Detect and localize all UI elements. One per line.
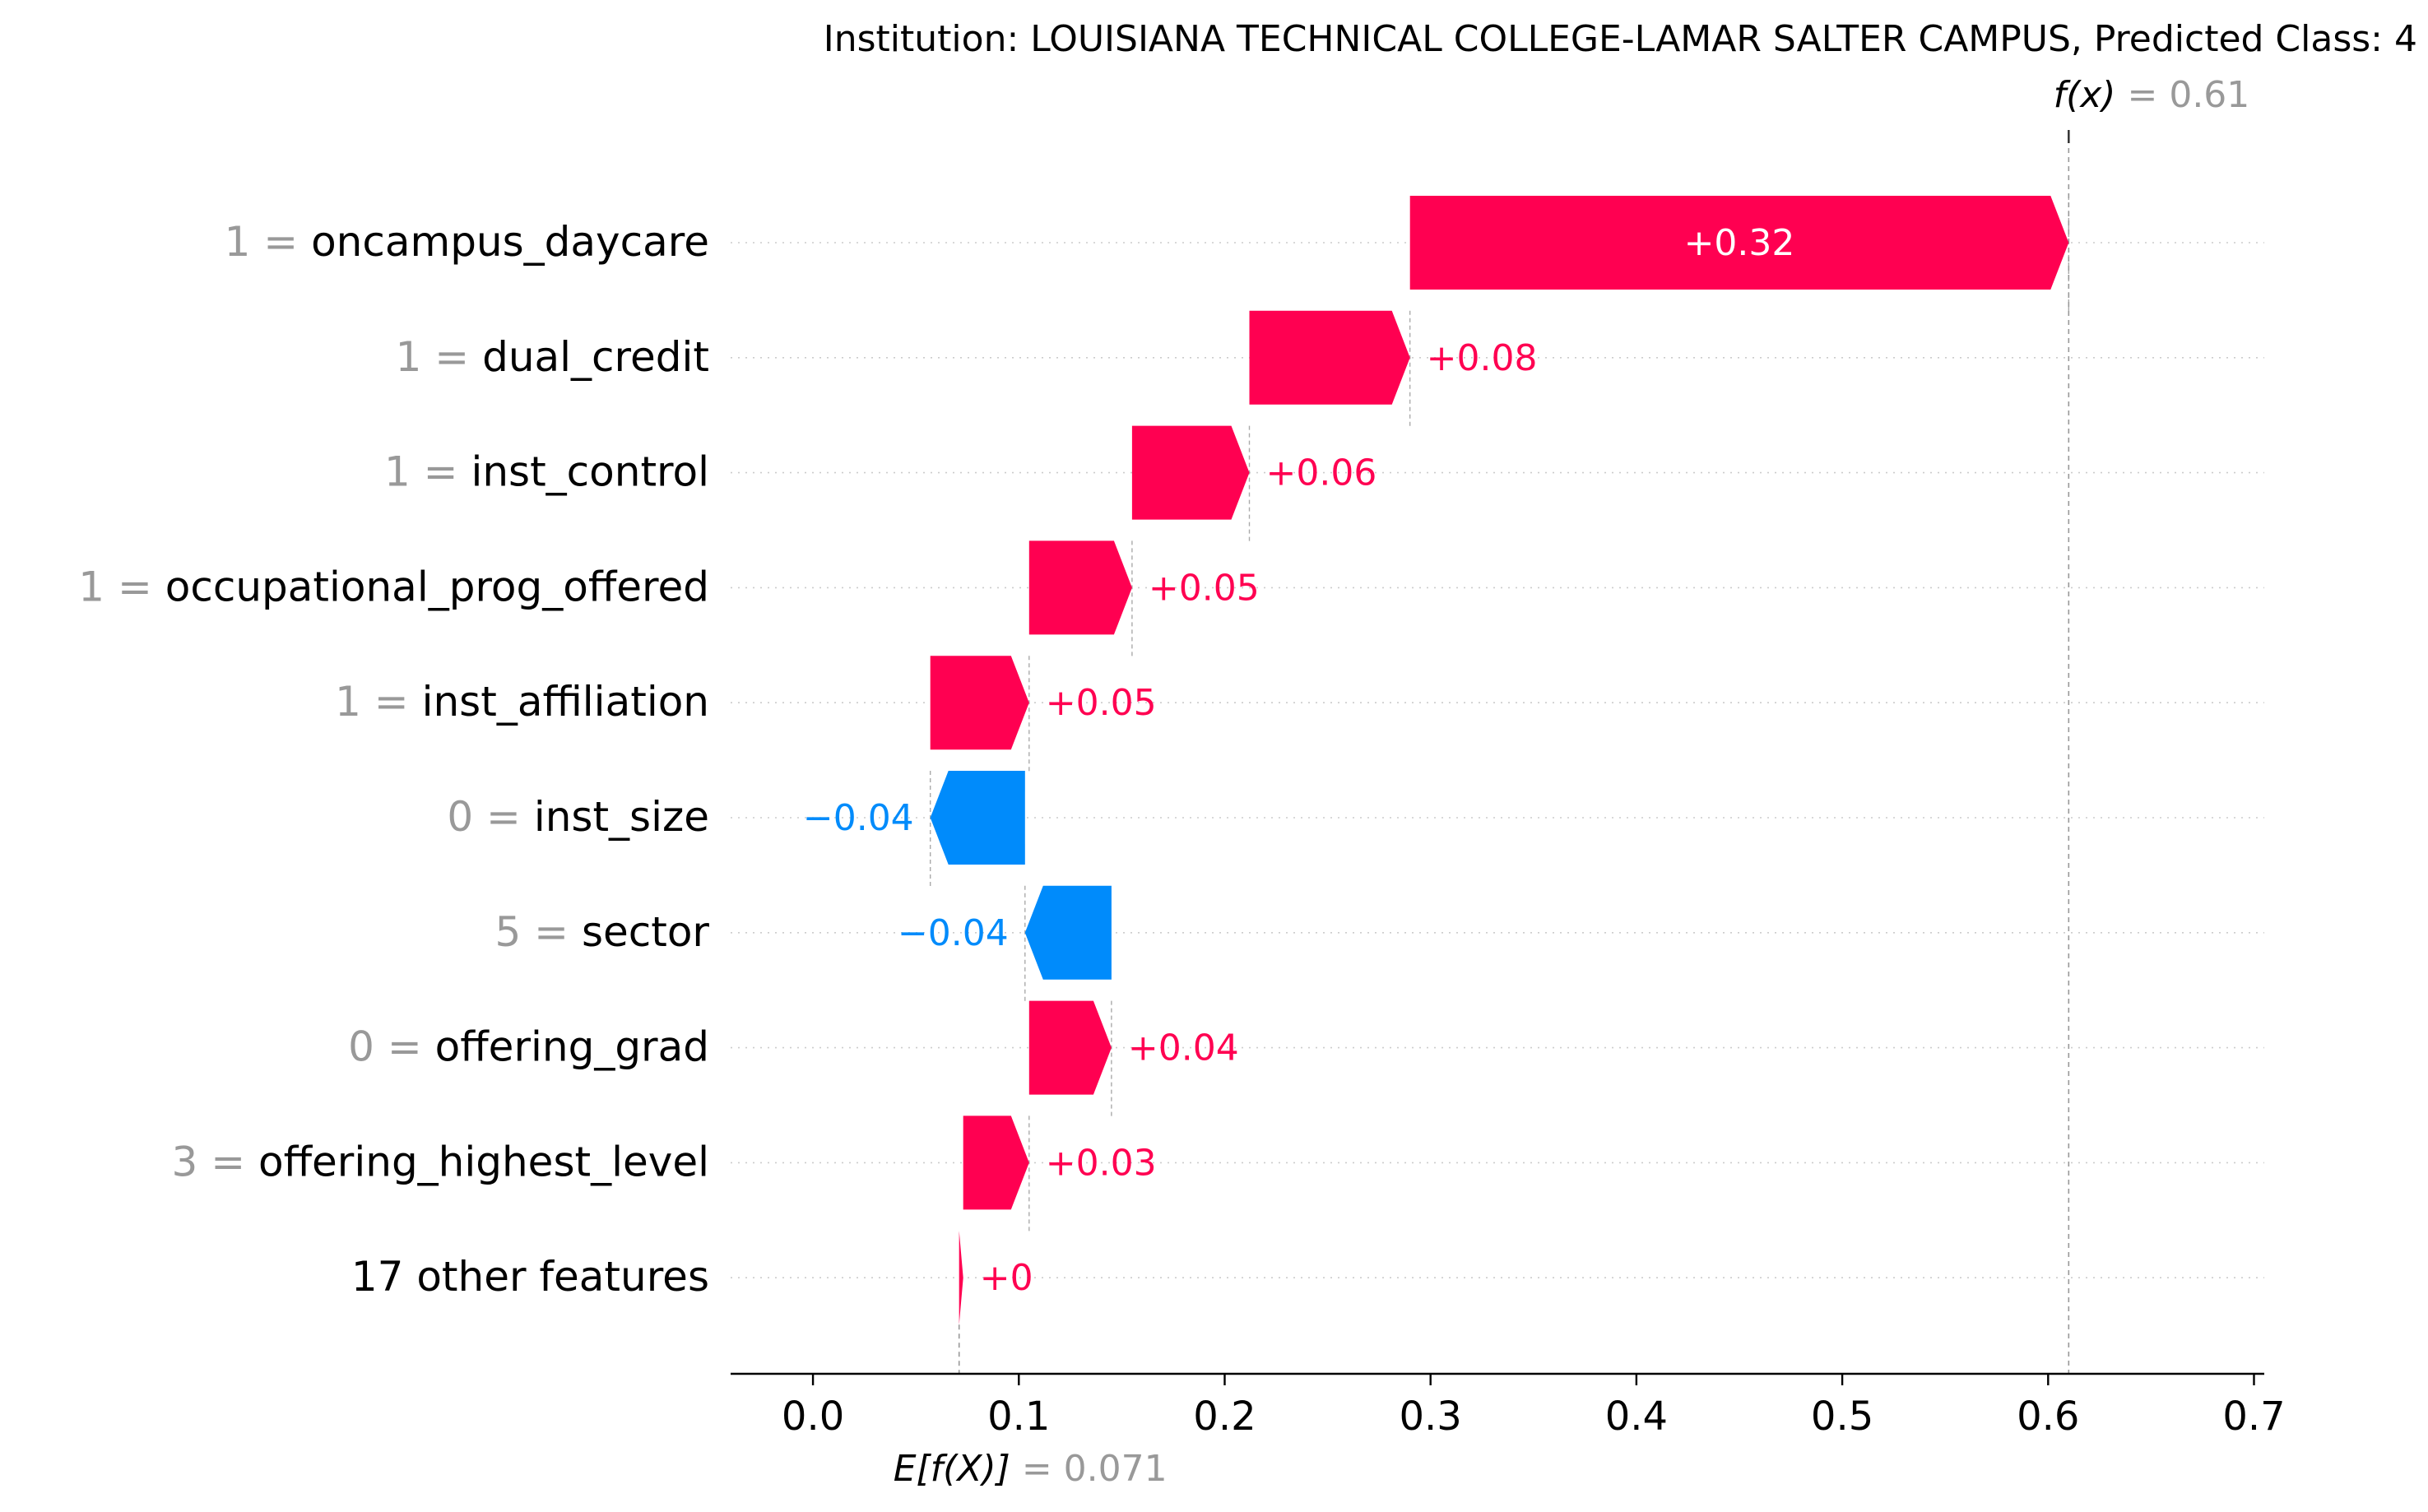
value-label: +0.08 [1427,337,1538,379]
feature-label: 0 = inst_size [447,793,709,841]
value-label: +0.03 [1046,1142,1157,1184]
x-tick-label: 0.0 [782,1394,844,1440]
base-label-name: E[f(X)] [894,1448,1010,1490]
feature-value: 1 = [384,448,471,496]
value-labels: +0.32 +0.08 +0.06 +0.05 +0.05 −0.04 −0.04 +0.04… [803,222,1795,1299]
x-tick-label: 0.3 [1400,1394,1462,1440]
value-label: +0.05 [1149,567,1260,609]
feature-label: 1 = oncampus_daycare [225,218,709,266]
feature-label: 1 = inst_control [384,448,709,496]
base-label-value: 0.071 [1064,1448,1168,1490]
feature-value: 0 = [348,1023,435,1071]
feature-name: occupational_prog_offered [165,563,709,610]
value-label: −0.04 [803,797,914,839]
feature-name: inst_affiliation [422,678,709,726]
feature-name: inst_size [534,793,709,841]
fx-label-value: 0.61 [2169,74,2249,116]
feature-label: 0 = offering_grad [348,1023,709,1071]
waterfall-bar [1249,310,1410,405]
value-label: +0.05 [1046,682,1157,724]
x-tick-label: 0.6 [2017,1394,2079,1440]
feature-name: inst_control [471,448,709,496]
feature-label: 1 = dual_credit [396,333,709,381]
feature-label: 5 = sector [494,908,709,956]
feature-value: 1 = [78,563,165,610]
feature-label: 3 = offering_highest_level [172,1138,710,1185]
x-tick-label: 0.1 [987,1394,1050,1440]
x-axis-ticks: 0.0 0.1 0.2 0.3 0.4 0.5 0.6 0.7 [782,1374,2286,1440]
waterfall-bar [1024,885,1112,980]
feature-label: 1 = occupational_prog_offered [78,563,709,610]
waterfall-bar [930,656,1029,750]
feature-label: 1 = inst_affiliation [335,678,709,726]
waterfall-bar [930,771,1025,865]
feature-name: sector [582,908,709,956]
feature-value: 0 = [447,793,534,841]
value-label: −0.04 [898,912,1009,954]
x-tick-label: 0.2 [1193,1394,1256,1440]
feature-name: dual_credit [482,333,709,381]
value-label: +0.06 [1266,452,1377,494]
fx-label: f(x) = 0.61 [2054,74,2250,116]
waterfall-bar [1028,540,1132,635]
feature-name: offering_highest_level [258,1138,709,1185]
row-gridlines [731,242,2264,1278]
fx-label-name: f(x) [2054,74,2116,116]
feature-name: 17 other features [351,1253,709,1301]
waterfall-bar [959,1231,963,1325]
waterfall-bar [1028,1000,1112,1095]
x-tick-label: 0.5 [1811,1394,1873,1440]
feature-name: oncampus_daycare [311,218,709,266]
waterfall-bar [963,1115,1029,1210]
feature-value: 1 = [396,333,483,381]
feature-label: 17 other features [351,1253,709,1301]
feature-value: 1 = [335,678,422,726]
x-tick-label: 0.7 [2222,1394,2285,1440]
value-label: +0.32 [1684,222,1795,264]
feature-name: offering_grad [435,1023,709,1071]
feature-value: 3 = [172,1138,259,1185]
x-tick-label: 0.4 [1605,1394,1668,1440]
value-label: +0 [980,1257,1033,1299]
waterfall-bar [1131,425,1250,520]
value-label: +0.04 [1128,1027,1239,1069]
bars [930,196,2069,1325]
chart-title: Institution: LOUISIANA TECHNICAL COLLEGE… [824,18,2417,60]
feature-value: 1 = [225,218,312,266]
feature-value: 5 = [494,908,582,956]
base-label: E[f(X)] = 0.071 [894,1448,1168,1490]
waterfall-bar [1409,196,2069,290]
